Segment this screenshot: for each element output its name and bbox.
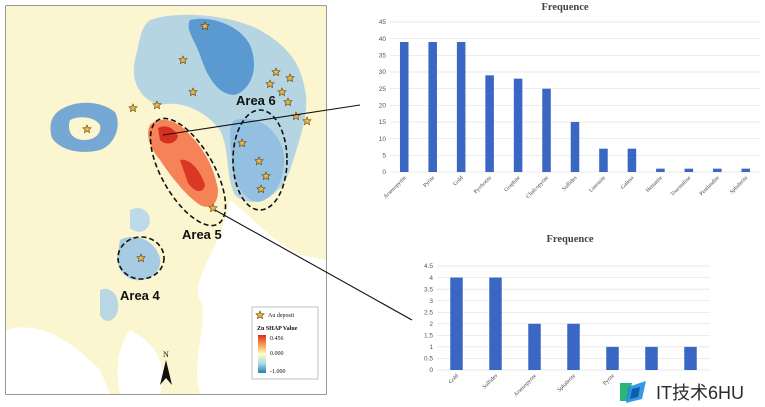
bar — [741, 168, 751, 172]
x-category-label: Sulfides — [481, 372, 499, 390]
x-category-label: Gold — [448, 373, 460, 385]
x-category-label: Pyrite — [422, 175, 436, 189]
bar — [542, 88, 551, 172]
bar — [528, 323, 541, 370]
bar — [428, 42, 437, 172]
bar — [684, 168, 694, 172]
area-5-label: Area 5 — [182, 227, 222, 242]
y-tick-label: 25 — [379, 86, 387, 93]
x-category-label: Gold — [452, 175, 464, 187]
y-tick-label: 4.5 — [424, 263, 433, 270]
y-tick-label: 10 — [379, 136, 387, 143]
y-tick-label: 5 — [382, 153, 386, 160]
area-6-label: Area 6 — [236, 93, 276, 108]
bar — [656, 168, 665, 172]
x-category-label: Limonite — [588, 175, 607, 194]
y-tick-label: 45 — [379, 19, 387, 26]
area-4-label: Area 4 — [120, 288, 161, 303]
x-category-label: Sphalerite — [557, 373, 578, 394]
y-tick-label: 0.5 — [424, 356, 433, 363]
bar — [450, 277, 463, 370]
watermark-text: IT技术6HU — [656, 382, 745, 403]
x-category-label: Galena — [620, 175, 636, 191]
svg-text:0.456: 0.456 — [270, 336, 284, 342]
area-5-outline — [149, 117, 227, 227]
svg-text:Au deposit: Au deposit — [268, 313, 294, 319]
x-category-label: Pyrite — [602, 373, 616, 387]
y-tick-label: 1.5 — [424, 333, 433, 340]
x-category-label: Tourmaline — [670, 175, 693, 198]
svg-text:N: N — [163, 350, 169, 359]
x-category-label: Pentlandite — [699, 175, 721, 197]
watermark-logo-icon — [620, 380, 646, 403]
svg-text:-1.000: -1.000 — [270, 369, 286, 375]
y-tick-label: 35 — [379, 53, 387, 60]
bar — [627, 148, 637, 172]
bar — [485, 75, 494, 172]
chart-title: Frequence — [546, 234, 593, 245]
y-tick-label: 15 — [379, 119, 387, 126]
y-tick-label: 30 — [379, 69, 387, 76]
bar — [513, 78, 523, 172]
bar — [684, 346, 697, 370]
y-tick-label: 3.5 — [424, 286, 433, 293]
chart-title: Frequence — [541, 2, 588, 13]
watermark: IT技术6HU — [618, 376, 765, 407]
map-legend: Au deposit Zn SHAP Value 0.456 0.000 -1.… — [251, 306, 319, 380]
bar — [456, 42, 466, 172]
x-category-label: Pyrrhotite — [473, 175, 493, 195]
y-tick-label: 2.5 — [424, 309, 433, 316]
bar — [599, 148, 608, 172]
area-4-outline — [117, 236, 165, 280]
bar — [567, 323, 580, 370]
bar — [489, 277, 502, 370]
bar — [713, 168, 722, 172]
svg-text:0.000: 0.000 — [270, 351, 284, 357]
x-category-label: Graphite — [503, 175, 521, 193]
bar — [645, 346, 658, 370]
x-category-label: Sphalerite — [729, 175, 750, 196]
svg-text:Zn SHAP Value: Zn SHAP Value — [257, 326, 298, 332]
y-tick-label: 20 — [379, 103, 387, 110]
frequency-chart-area-6: Frequence 0 5 10 15 20 25 30 35 40 45 Arsenopyrite… — [379, 2, 760, 200]
y-tick-label: 0 — [382, 169, 386, 176]
bar — [606, 346, 619, 370]
x-category-label: Hematite — [645, 175, 664, 194]
north-arrow-icon: N — [160, 350, 172, 385]
x-category-label: Chalcopyrite — [525, 175, 550, 200]
y-tick-label: 0 — [429, 367, 433, 374]
x-category-label: Sulfides — [560, 174, 578, 192]
y-tick-label: 2 — [429, 321, 433, 328]
shap-map: Area 6 Area 5 Area 4 N Au deposit Zn SHA… — [5, 5, 327, 395]
y-tick-label: 3 — [429, 298, 433, 305]
y-tick-label: 4 — [429, 275, 433, 282]
x-category-label: Arsenopyrite — [383, 175, 408, 200]
y-tick-label: 40 — [379, 36, 387, 43]
frequency-chart-area-5: Frequence 0 0.5 1 1.5 2 2.5 3 3.5 4 4.5 Gold Sulfid… — [424, 234, 710, 398]
x-category-label: Arsenopyrite — [513, 373, 538, 398]
y-tick-label: 1 — [429, 344, 433, 351]
bar — [570, 122, 580, 172]
bar — [399, 42, 409, 172]
